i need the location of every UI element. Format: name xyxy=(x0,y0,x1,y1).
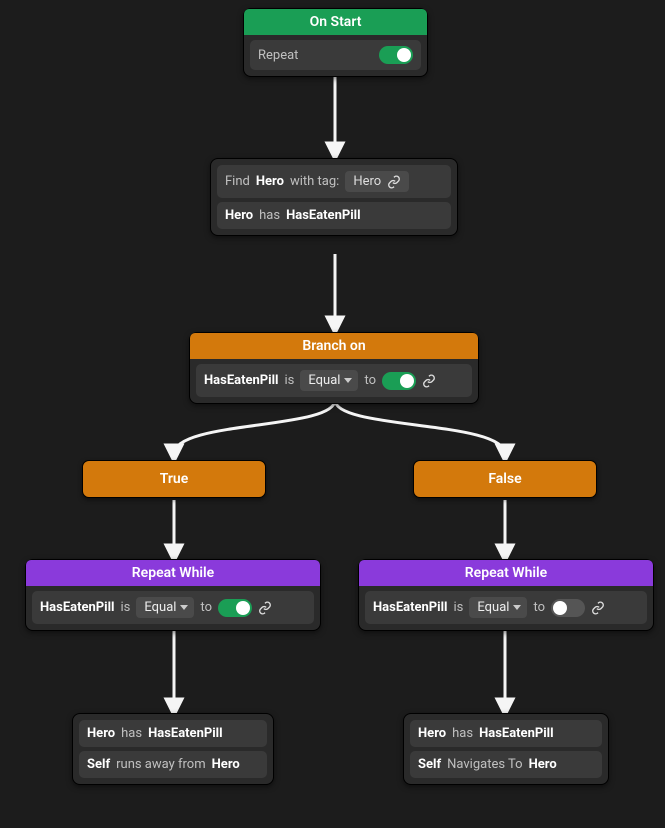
repeat-label: Repeat xyxy=(258,48,298,63)
node-repeat-true[interactable]: Repeat While HasEatenPill is Equal to xyxy=(25,559,321,631)
find-l2-prop: HasEatenPill xyxy=(286,208,361,223)
branch-is: is xyxy=(285,373,295,388)
rt-is: is xyxy=(121,600,131,615)
on-start-title: On Start xyxy=(244,9,427,35)
af-row2: Self Navigates To Hero xyxy=(410,751,602,778)
at2-verb: runs away from xyxy=(116,757,206,772)
node-branch[interactable]: Branch on HasEatenPill is Equal to xyxy=(189,332,479,404)
rf-op-select[interactable]: Equal xyxy=(469,597,527,618)
find-word: Find xyxy=(225,174,250,189)
link-icon[interactable] xyxy=(422,374,436,388)
af2-verb: Navigates To xyxy=(447,757,522,772)
node-actions-true[interactable]: Hero has HasEatenPill Self runs away fro… xyxy=(72,713,274,785)
rf-toggle[interactable] xyxy=(551,599,585,617)
link-icon[interactable] xyxy=(591,601,605,615)
tag-value: Hero xyxy=(353,174,381,189)
at1-verb: has xyxy=(121,726,142,741)
at2-target: Hero xyxy=(212,757,240,772)
rf-is: is xyxy=(454,600,464,615)
chevron-down-icon xyxy=(344,378,352,383)
at2-subj: Self xyxy=(87,757,110,772)
find-row: Find Hero with tag: Hero xyxy=(217,165,451,198)
node-actions-false[interactable]: Hero has HasEatenPill Self Navigates To … xyxy=(403,713,609,785)
true-label: True xyxy=(160,471,189,487)
af2-target: Hero xyxy=(529,757,557,772)
af1-subj: Hero xyxy=(418,726,446,741)
branch-op-select[interactable]: Equal xyxy=(300,370,358,391)
tag-chip[interactable]: Hero xyxy=(345,171,409,192)
rf-prop: HasEatenPill xyxy=(373,600,448,615)
at1-subj: Hero xyxy=(87,726,115,741)
branch-row: HasEatenPill is Equal to xyxy=(196,364,472,397)
branch-op: Equal xyxy=(308,373,340,388)
af1-prop: HasEatenPill xyxy=(479,726,554,741)
af2-subj: Self xyxy=(418,757,441,772)
link-icon xyxy=(387,175,401,189)
branch-toggle[interactable] xyxy=(382,372,416,390)
chevron-down-icon xyxy=(513,605,521,610)
repeat-toggle[interactable] xyxy=(379,46,413,64)
rt-prop: HasEatenPill xyxy=(40,600,115,615)
repeat-true-title: Repeat While xyxy=(26,560,320,586)
node-false[interactable]: False xyxy=(413,460,597,498)
rt-toggle[interactable] xyxy=(218,599,252,617)
node-on-start[interactable]: On Start Repeat xyxy=(243,8,428,77)
repeat-false-title: Repeat While xyxy=(359,560,653,586)
rf-op: Equal xyxy=(477,600,509,615)
af-row1: Hero has HasEatenPill xyxy=(410,720,602,747)
af1-verb: has xyxy=(452,726,473,741)
branch-title: Branch on xyxy=(190,333,478,359)
branch-to: to xyxy=(364,373,376,388)
repeat-false-row: HasEatenPill is Equal to xyxy=(365,591,647,624)
link-icon[interactable] xyxy=(258,601,272,615)
at1-prop: HasEatenPill xyxy=(148,726,223,741)
edges-layer xyxy=(0,0,665,828)
find-l2-subj: Hero xyxy=(225,208,253,223)
rt-to: to xyxy=(200,600,212,615)
on-start-repeat-row: Repeat xyxy=(250,40,421,70)
rf-to: to xyxy=(533,600,545,615)
node-find[interactable]: Find Hero with tag: Hero Hero has HasEat… xyxy=(210,158,458,236)
false-label: False xyxy=(488,471,521,487)
chevron-down-icon xyxy=(180,605,188,610)
at-row1: Hero has HasEatenPill xyxy=(79,720,267,747)
node-repeat-false[interactable]: Repeat While HasEatenPill is Equal to xyxy=(358,559,654,631)
rt-op: Equal xyxy=(144,600,176,615)
find-var: Hero xyxy=(256,174,284,189)
at-row2: Self runs away from Hero xyxy=(79,751,267,778)
node-true[interactable]: True xyxy=(82,460,266,498)
find-has-row: Hero has HasEatenPill xyxy=(217,202,451,229)
repeat-true-row: HasEatenPill is Equal to xyxy=(32,591,314,624)
rt-op-select[interactable]: Equal xyxy=(136,597,194,618)
find-l2-verb: has xyxy=(259,208,280,223)
with-tag-word: with tag: xyxy=(290,174,339,189)
branch-prop: HasEatenPill xyxy=(204,373,279,388)
